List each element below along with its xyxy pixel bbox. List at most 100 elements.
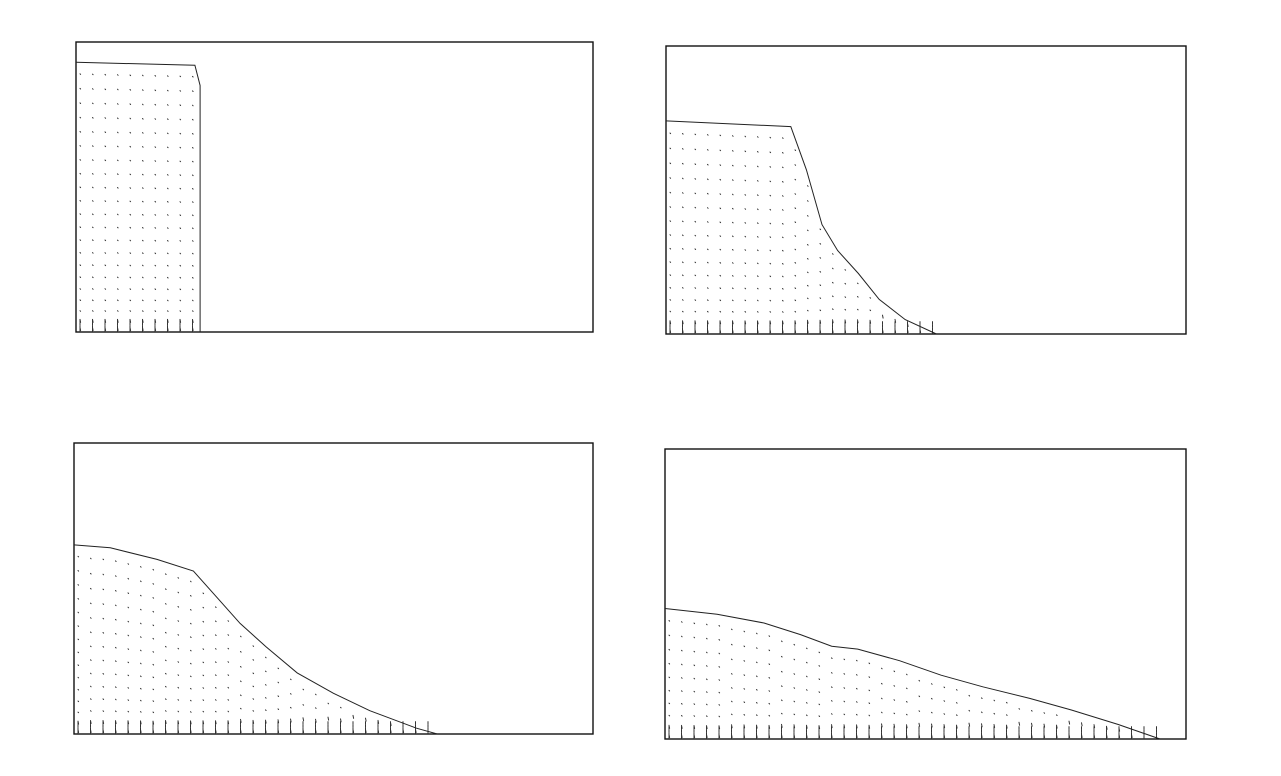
velocity-vector	[869, 297, 872, 299]
velocity-vector	[127, 687, 130, 689]
velocity-vector	[165, 588, 167, 590]
velocity-vector	[140, 649, 142, 652]
velocity-vector	[831, 686, 833, 688]
velocity-vector	[179, 310, 182, 312]
velocity-vector	[807, 229, 809, 232]
velocity-vector	[719, 164, 722, 166]
velocity-vector	[117, 145, 119, 148]
velocity-vector	[202, 710, 205, 713]
velocity-vector	[154, 160, 157, 162]
velocity-vector	[818, 691, 821, 693]
velocity-vector	[92, 186, 94, 189]
velocity-vector	[794, 164, 797, 166]
velocity-vector	[179, 75, 182, 78]
velocity-vector	[757, 275, 759, 277]
velocity-vector	[731, 673, 733, 675]
velocity-vector	[1043, 712, 1046, 714]
velocity-vector	[832, 267, 834, 270]
velocity-vector	[844, 282, 847, 285]
velocity-vector	[142, 146, 144, 148]
velocity-vector	[868, 702, 871, 704]
velocity-vector	[117, 299, 119, 302]
velocity-vector	[154, 187, 157, 190]
velocity-vector	[152, 583, 155, 585]
velocity-vector	[769, 180, 772, 183]
velocity-vector	[179, 288, 182, 291]
velocity-vector	[694, 148, 697, 151]
velocity-vector	[669, 162, 672, 165]
velocity-vector	[77, 711, 80, 714]
velocity-vector	[117, 200, 119, 203]
velocity-vector	[832, 281, 834, 284]
velocity-vector	[881, 723, 883, 728]
velocity-vector	[668, 620, 671, 622]
velocity-vector	[781, 712, 783, 715]
velocity-vector	[115, 660, 117, 662]
velocity-vector	[694, 234, 697, 237]
velocity-vector	[167, 264, 169, 267]
velocity-vector	[202, 687, 205, 689]
velocity-vector	[104, 73, 107, 76]
velocity-vector	[365, 717, 367, 722]
velocity-vector	[202, 699, 205, 701]
velocity-vector	[706, 651, 708, 654]
velocity-vector	[718, 691, 721, 694]
velocity-vector	[142, 276, 144, 279]
velocity-vector	[79, 159, 82, 161]
velocity-vector	[179, 118, 182, 121]
velocity-vector	[757, 287, 759, 290]
velocity-vector	[127, 674, 130, 677]
velocity-vector	[127, 577, 130, 580]
velocity-vector	[769, 222, 772, 225]
velocity-vector	[190, 699, 192, 702]
velocity-vector	[718, 715, 721, 718]
velocity-vector	[90, 587, 92, 590]
velocity-vector	[794, 235, 797, 237]
velocity-vector	[744, 235, 747, 238]
velocity-vector	[732, 262, 734, 264]
velocity-vector	[756, 675, 758, 678]
velocity-vector	[117, 187, 119, 189]
velocity-vector	[92, 88, 94, 90]
velocity-vector	[340, 706, 342, 709]
velocity-vector	[743, 645, 746, 648]
velocity-vector	[192, 288, 194, 291]
velocity-vector	[719, 134, 722, 137]
velocity-vector	[807, 309, 809, 312]
velocity-vector	[718, 704, 721, 706]
velocity-vector	[190, 711, 192, 713]
velocity-vector	[682, 148, 684, 150]
velocity-vector	[142, 89, 144, 91]
velocity-vector	[154, 239, 157, 242]
velocity-vector	[893, 685, 896, 687]
velocity-vector	[140, 566, 142, 568]
velocity-vector	[743, 701, 746, 703]
velocity-vector	[167, 276, 169, 279]
velocity-vector	[707, 235, 709, 237]
velocity-vector	[127, 699, 130, 701]
velocity-vector	[731, 643, 733, 646]
velocity-vector	[117, 310, 119, 312]
velocity-vector	[352, 714, 355, 719]
velocity-vector	[707, 287, 709, 289]
velocity-vector	[77, 570, 80, 572]
panel-top-right	[665, 45, 1187, 335]
velocity-vector	[706, 715, 708, 717]
velocity-vector	[1031, 722, 1033, 727]
velocity-vector	[857, 308, 859, 311]
velocity-vector	[757, 262, 759, 265]
velocity-vector	[968, 722, 971, 727]
velocity-vector	[127, 563, 130, 565]
velocity-vector	[732, 179, 734, 181]
velocity-vector	[744, 150, 747, 153]
velocity-vector	[179, 264, 182, 267]
velocity-vector	[192, 174, 194, 177]
velocity-vector	[92, 131, 94, 133]
velocity-vector	[768, 690, 771, 692]
velocity-vector	[668, 648, 671, 651]
velocity-vector	[215, 687, 217, 689]
velocity-vector	[707, 178, 709, 181]
velocity-vector	[694, 287, 697, 289]
velocity-vector	[943, 713, 946, 715]
velocity-vector	[819, 309, 822, 312]
